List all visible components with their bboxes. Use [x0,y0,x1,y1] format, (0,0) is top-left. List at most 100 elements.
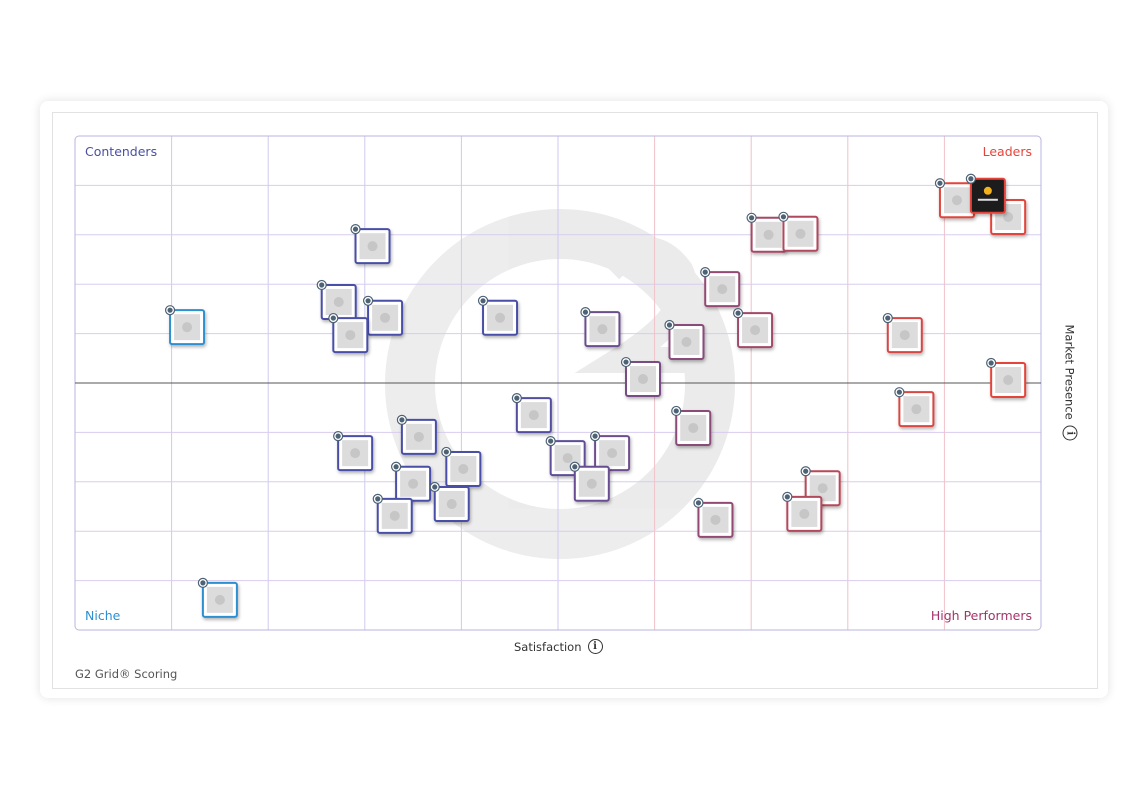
pin-dot [330,315,336,321]
product-tile[interactable] [882,312,923,354]
placeholder-dot [911,404,922,415]
product-tile[interactable] [894,387,935,428]
placeholder-dot [638,374,649,385]
product-tile[interactable] [372,493,413,534]
product-tile[interactable] [164,305,206,346]
pin-dot [365,298,371,304]
placeholder-dot [495,312,506,323]
card-inner-border [52,112,1098,689]
placeholder-dot [688,422,699,433]
placeholder-dot [350,448,361,459]
placeholder-dot [899,330,910,341]
placeholder-dot [763,229,774,240]
placeholder-dot [182,322,193,333]
pin-dot [784,494,790,500]
pin-dot [432,484,438,490]
product-tile[interactable] [580,307,621,348]
product-tile[interactable] [441,446,482,487]
placeholder-dot [1003,212,1014,223]
placeholder-dot [586,478,597,489]
pin-dot [480,298,486,304]
placeholder-dot [710,514,721,525]
placeholder-dot [1003,375,1014,386]
product-tile[interactable] [664,319,705,360]
product-tile[interactable] [429,481,470,523]
product-tile[interactable] [328,312,369,354]
placeholder-dot [408,478,419,489]
placeholder-dot [458,463,469,474]
pin-dot [375,496,381,502]
pin-dot [443,449,449,455]
pin-dot [937,180,943,186]
placeholder-dot [951,195,962,206]
pin-dot [514,395,520,401]
placeholder-dot [717,284,728,295]
product-tile[interactable] [362,295,404,336]
highlighted-product-tile[interactable] [965,173,1006,214]
placeholder-dot [750,325,761,336]
pin-dot [572,464,578,470]
product-tile[interactable] [391,461,432,502]
pin-dot [548,438,554,444]
pin-dot [780,214,787,220]
info-icon[interactable]: i [587,639,603,654]
pin-dot [623,359,629,365]
pin-dot [735,310,741,316]
pin-dot [885,315,891,321]
product-tile[interactable] [333,431,374,472]
pin-dot [335,433,341,439]
pin-dot [896,389,902,395]
pin-dot [393,464,399,470]
placeholder-dot [562,453,573,464]
placeholder-dot [528,410,539,421]
product-tile[interactable] [671,405,712,446]
pin-dot [695,500,702,506]
info-icon[interactable]: i [1062,425,1078,441]
pin-dot [803,468,809,474]
product-tile[interactable] [732,308,774,349]
product-tile[interactable] [782,491,823,532]
product-tile[interactable] [746,212,787,253]
placeholder-dot [446,499,457,510]
placeholder-dot [367,241,378,252]
pin-dot [352,226,359,232]
pin-dot [592,433,598,439]
pin-dot [702,269,708,275]
product-tile[interactable] [620,356,662,398]
product-tile[interactable] [477,295,519,336]
placeholder-dot [345,330,356,341]
placeholder-dot [380,312,391,323]
y-axis-label: Market Presence i [1062,324,1078,445]
product-tile[interactable] [778,211,819,252]
product-tile[interactable] [934,178,975,219]
pin-dot [666,322,673,328]
quadrant-label-niche: Niche [85,608,121,623]
g2-grid-scoring-footer: G2 Grid® Scoring [75,667,178,681]
quadrant-label-leaders: Leaders [982,144,1032,159]
product-tile[interactable] [396,414,437,455]
pin-dot [200,580,206,586]
placeholder-dot [799,508,810,519]
pin-dot [968,176,974,182]
product-tile[interactable] [316,279,357,320]
placeholder-dot [413,431,424,442]
pin-dot [167,307,173,313]
product-tile[interactable] [700,267,741,308]
product-tile[interactable] [197,577,238,618]
product-tile[interactable] [986,357,1027,399]
pin-dot [988,360,994,366]
pin-dot [673,408,679,414]
placeholder-dot [607,448,618,459]
pin-dot [748,215,755,221]
sitecore-wordmark [977,198,998,201]
product-tile[interactable] [511,393,552,434]
placeholder-dot [681,336,692,347]
placeholder-dot [795,228,806,239]
market-presence-label: Market Presence [1063,324,1077,420]
pin-dot [319,282,325,288]
product-tile[interactable] [350,224,391,265]
product-tile[interactable] [589,431,631,472]
product-tile[interactable] [569,461,610,502]
product-tile[interactable] [693,497,734,538]
